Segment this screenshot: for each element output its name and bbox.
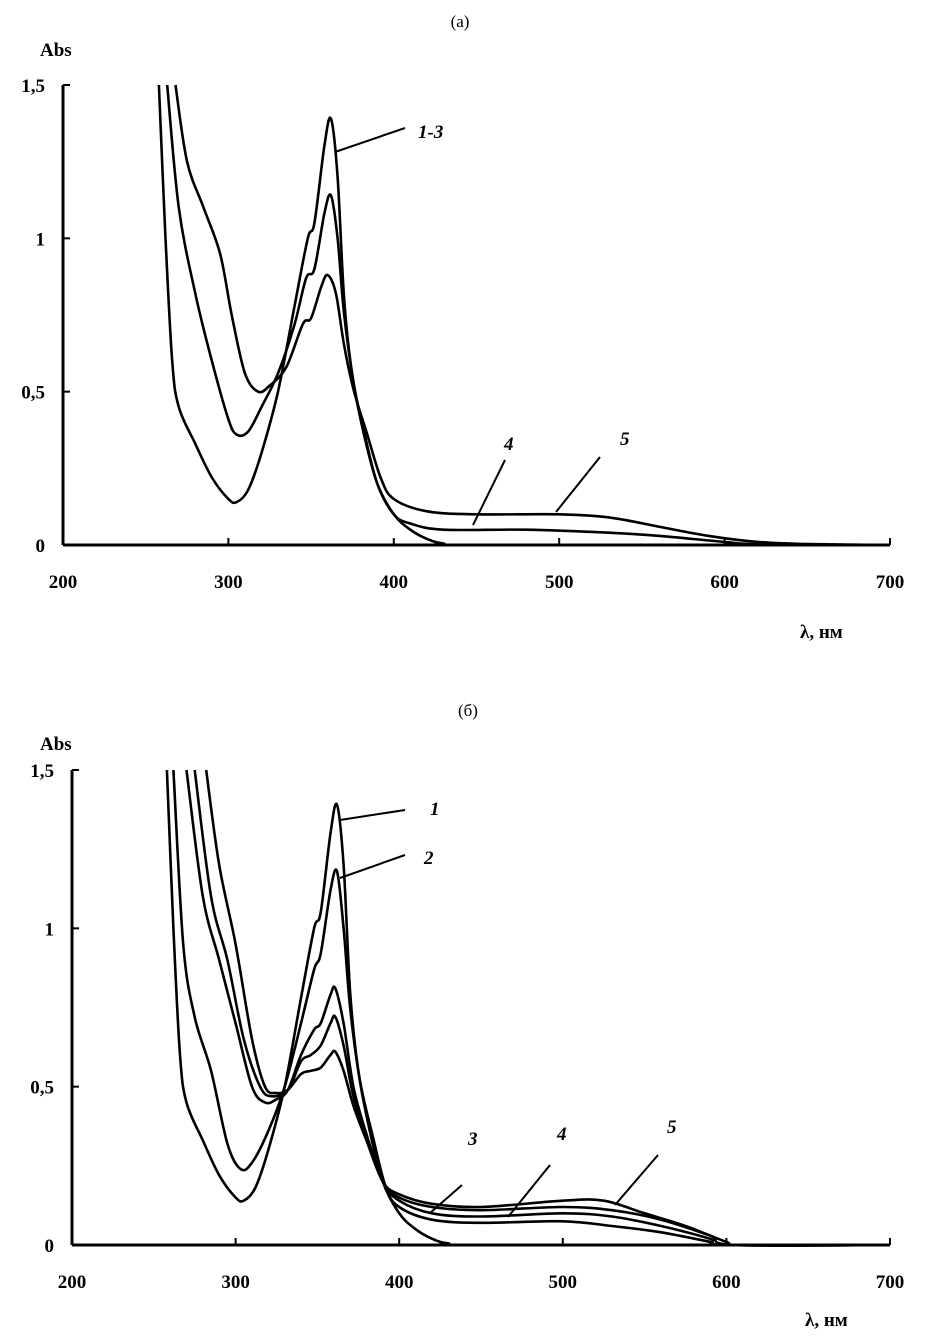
x-tick-label: 600 (712, 1272, 741, 1293)
y-axis-label: Abs (40, 40, 72, 61)
series-line-3 (185, 769, 891, 1247)
y-tick-label: 1 (36, 229, 46, 250)
x-tick-label: 400 (385, 1272, 414, 1293)
x-tick-label: 200 (49, 572, 78, 593)
x-axis-label: λ, нм (805, 1310, 848, 1331)
x-axis-label: λ, нм (800, 622, 843, 643)
series-label: 2 (423, 848, 434, 869)
x-tick-label: 200 (58, 1272, 87, 1293)
series-line-4 (193, 769, 891, 1248)
series-line-1-3 (157, 84, 891, 547)
x-tick-label: 700 (876, 1272, 905, 1293)
y-tick-label: 0,5 (30, 1078, 54, 1099)
x-tick-label: 500 (545, 572, 574, 593)
series-label: 5 (620, 429, 630, 450)
x-tick-label: 300 (221, 1272, 250, 1293)
series-leader-line (339, 809, 406, 821)
x-tick-label: 400 (380, 572, 409, 593)
y-tick-label: 0 (36, 536, 46, 557)
x-tick-label: 500 (549, 1272, 578, 1293)
series-leader-line (334, 127, 406, 153)
series-label: 4 (556, 1124, 567, 1145)
y-tick-label: 0 (45, 1236, 55, 1257)
chart-title: (a) (451, 12, 470, 31)
series-label: 1-3 (418, 122, 443, 143)
series-leader-line (339, 854, 406, 879)
series-label: 5 (667, 1117, 677, 1138)
chart-panel-2: (б) Abs λ, нм 200 300 400 500 600 700 0 0,5 1 1,5 1 2 3… (30, 701, 904, 1331)
x-tick-label: 700 (876, 572, 905, 593)
y-tick-label: 1,5 (30, 761, 54, 782)
chart-title: (б) (458, 701, 478, 720)
series-leader-line (507, 1164, 551, 1218)
series-leader-line (555, 456, 601, 513)
y-tick-label: 1,5 (21, 76, 45, 97)
x-tick-label: 600 (710, 572, 739, 593)
y-axis-label: Abs (40, 734, 72, 755)
chart-panel-1: (a) Abs λ, нм 200 300 400 500 600 700 0 0,5 1 1,5 1-3… (21, 12, 904, 643)
y-tick-label: 1 (45, 919, 55, 940)
series-line-5 (174, 84, 891, 547)
y-tick-label: 0,5 (21, 383, 45, 404)
series-line-5 (204, 769, 891, 1247)
series-label: 1 (430, 799, 440, 820)
series-line-2 (172, 769, 891, 1247)
series-line-4 (165, 84, 891, 547)
x-tick-label: 300 (214, 572, 243, 593)
series-line-1 (165, 769, 891, 1247)
series-label: 4 (503, 434, 514, 455)
series-label: 3 (467, 1129, 478, 1150)
series-leader-line (614, 1154, 659, 1206)
